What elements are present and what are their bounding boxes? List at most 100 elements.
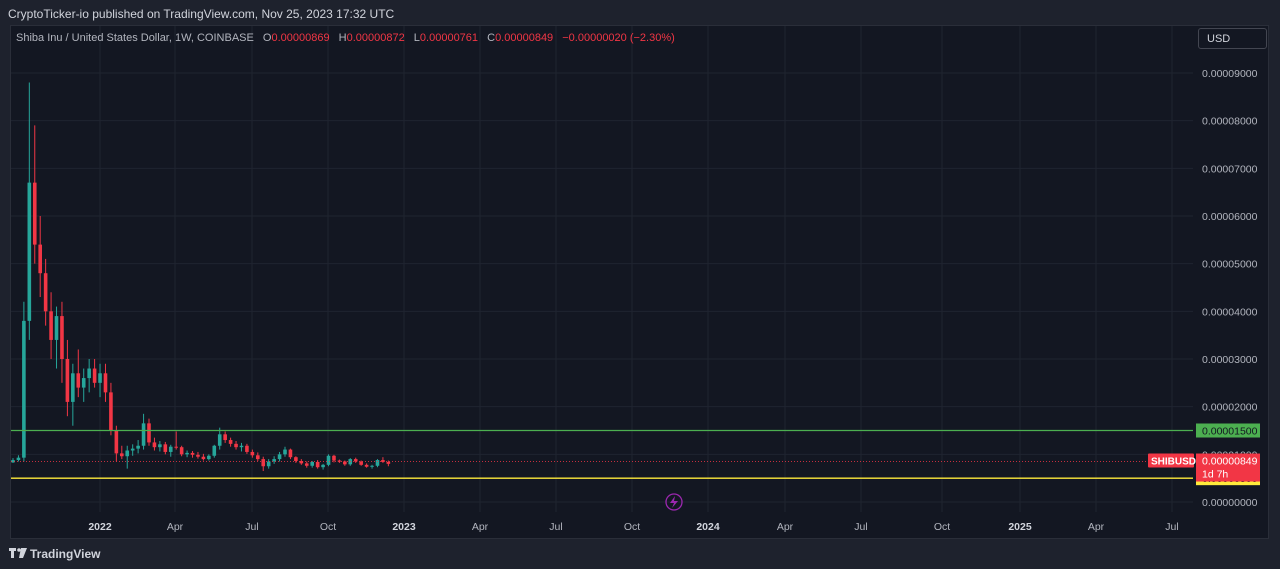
candle-body bbox=[250, 451, 255, 456]
candle-body bbox=[120, 453, 124, 457]
publish-info: CryptoTicker-io published on TradingView… bbox=[8, 7, 395, 21]
candle-body bbox=[71, 373, 75, 402]
candle-body bbox=[76, 373, 81, 388]
symbol-tag bbox=[1148, 453, 1194, 468]
candle-body bbox=[326, 455, 331, 465]
lightning-icon-bolt bbox=[670, 496, 678, 508]
candle-body bbox=[32, 182, 37, 245]
ohlc-legend: Shiba Inu / United States Dollar, 1W, CO… bbox=[16, 32, 675, 44]
candle-body bbox=[125, 450, 130, 457]
publish-bar: CryptoTicker-io published on TradingView… bbox=[0, 0, 1280, 26]
candle-body bbox=[299, 461, 304, 464]
y-tick-label: 0.00003000 bbox=[1202, 354, 1258, 366]
candle-body bbox=[375, 460, 380, 466]
low-label: L bbox=[413, 32, 420, 44]
candle-body bbox=[185, 452, 189, 455]
candle-body bbox=[266, 461, 271, 467]
currency-button[interactable]: USD bbox=[1198, 28, 1267, 49]
candle-body bbox=[288, 449, 293, 458]
y-tick-label: 0.00007000 bbox=[1202, 163, 1258, 175]
candle-body bbox=[223, 434, 227, 441]
chart-panel[interactable] bbox=[10, 25, 1269, 539]
candle-body bbox=[337, 460, 342, 462]
price-tag-label: 0.00001500 bbox=[1202, 426, 1258, 438]
lightning-icon-ring bbox=[665, 493, 683, 511]
candle-body bbox=[60, 316, 64, 359]
candle-body bbox=[207, 455, 211, 460]
candle-body bbox=[272, 459, 276, 462]
candle-body bbox=[353, 459, 358, 462]
x-tick-label: Jul bbox=[854, 521, 867, 533]
candle-body bbox=[22, 320, 26, 458]
candle-body bbox=[343, 461, 347, 465]
candle-body bbox=[81, 378, 86, 388]
x-tick-label: Apr bbox=[777, 521, 794, 533]
candle-body bbox=[65, 359, 70, 402]
x-tick-label: Jul bbox=[549, 521, 562, 533]
candle-body bbox=[228, 440, 233, 444]
x-tick-label: Apr bbox=[167, 521, 184, 533]
x-tick-label: Jul bbox=[245, 521, 258, 533]
x-tick-label: 2025 bbox=[1008, 521, 1032, 533]
candle-body bbox=[147, 423, 151, 443]
open-label: O bbox=[262, 32, 272, 44]
y-tick-label: 0.00005000 bbox=[1202, 259, 1258, 271]
y-tick-label: 0.00008000 bbox=[1202, 116, 1258, 128]
candle-body bbox=[212, 445, 217, 456]
price-tag-green bbox=[1196, 423, 1260, 438]
candle-body bbox=[87, 368, 91, 379]
tradingview-brand: TradingView bbox=[30, 547, 101, 561]
y-tick-label: 0.00000000 bbox=[1202, 497, 1258, 509]
low-value: 0.00000761 bbox=[419, 32, 479, 44]
open-value: 0.00000869 bbox=[271, 32, 330, 44]
candle-body bbox=[163, 444, 168, 452]
high-label: H bbox=[338, 32, 347, 44]
candle-body bbox=[294, 457, 298, 462]
candle-body bbox=[38, 244, 42, 274]
candle-body bbox=[321, 464, 325, 468]
candle-body bbox=[168, 446, 173, 452]
candle-body bbox=[98, 373, 102, 383]
y-tick-label: 0.00002000 bbox=[1202, 402, 1258, 414]
x-tick-label: Apr bbox=[1088, 521, 1105, 533]
candle-body bbox=[43, 273, 48, 312]
candle-body bbox=[386, 461, 391, 464]
x-tick-label: Oct bbox=[320, 521, 336, 533]
candle-body bbox=[277, 454, 282, 460]
candle-body bbox=[54, 316, 59, 340]
candle-body bbox=[136, 445, 140, 449]
last-price-label: 0.00000849 bbox=[1202, 456, 1258, 468]
candle-body bbox=[256, 455, 260, 460]
symbol-tag-label: SHIBUSD bbox=[1151, 457, 1196, 468]
candle-body bbox=[370, 465, 374, 467]
candle-body bbox=[234, 443, 238, 448]
candle-body bbox=[141, 423, 146, 446]
candle-body bbox=[152, 442, 157, 448]
candle-body bbox=[332, 455, 336, 461]
x-tick-label: Oct bbox=[934, 521, 950, 533]
candle-body bbox=[364, 464, 369, 467]
candle-body bbox=[310, 461, 314, 466]
lightning-icon[interactable] bbox=[665, 493, 683, 511]
candle-body bbox=[245, 445, 249, 452]
candle-body bbox=[239, 445, 244, 448]
candle-body bbox=[196, 454, 200, 457]
x-tick-label: 2023 bbox=[392, 521, 416, 533]
x-tick-label: Jul bbox=[1165, 521, 1178, 533]
close-value: 0.00000849 bbox=[495, 32, 554, 44]
candle-body bbox=[261, 459, 266, 467]
x-tick-label: 2022 bbox=[88, 521, 112, 533]
candle-body bbox=[359, 461, 363, 465]
candle-body bbox=[27, 182, 32, 321]
high-value: 0.00000872 bbox=[346, 32, 405, 44]
candle-body bbox=[217, 434, 222, 446]
y-tick-label: 0.00009000 bbox=[1202, 68, 1258, 80]
footer-bar bbox=[0, 541, 1280, 569]
x-tick-label: 2024 bbox=[696, 521, 720, 533]
candle-body bbox=[283, 449, 287, 455]
candle-body bbox=[16, 457, 21, 461]
candle-body bbox=[114, 430, 119, 454]
symbol-title: Shiba Inu / United States Dollar, 1W, CO… bbox=[16, 32, 254, 44]
candle-body bbox=[190, 452, 195, 455]
